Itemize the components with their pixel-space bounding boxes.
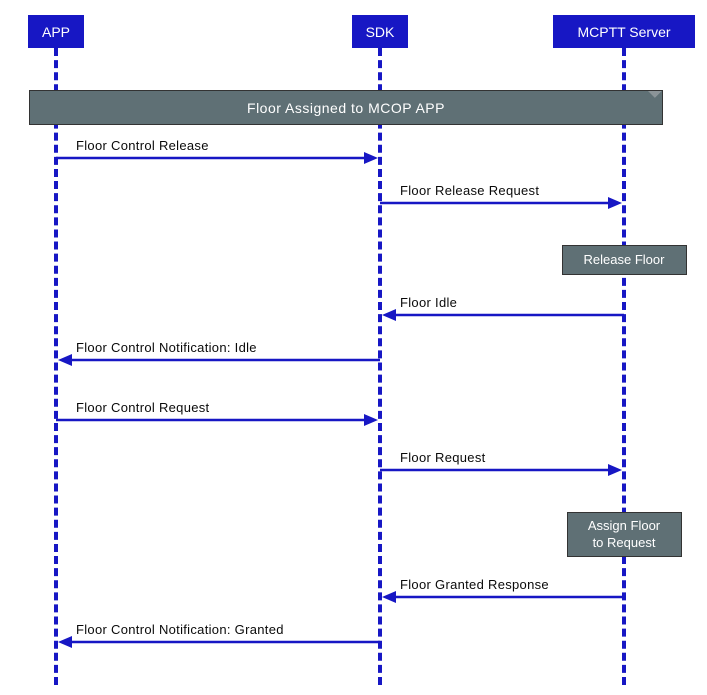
label-m8: Floor Control Notification: Granted — [76, 622, 284, 637]
arrow-m8 — [0, 0, 707, 695]
sequence-diagram: APPSDKMCPTT ServerFloor Assigned to MCOP… — [0, 0, 707, 695]
